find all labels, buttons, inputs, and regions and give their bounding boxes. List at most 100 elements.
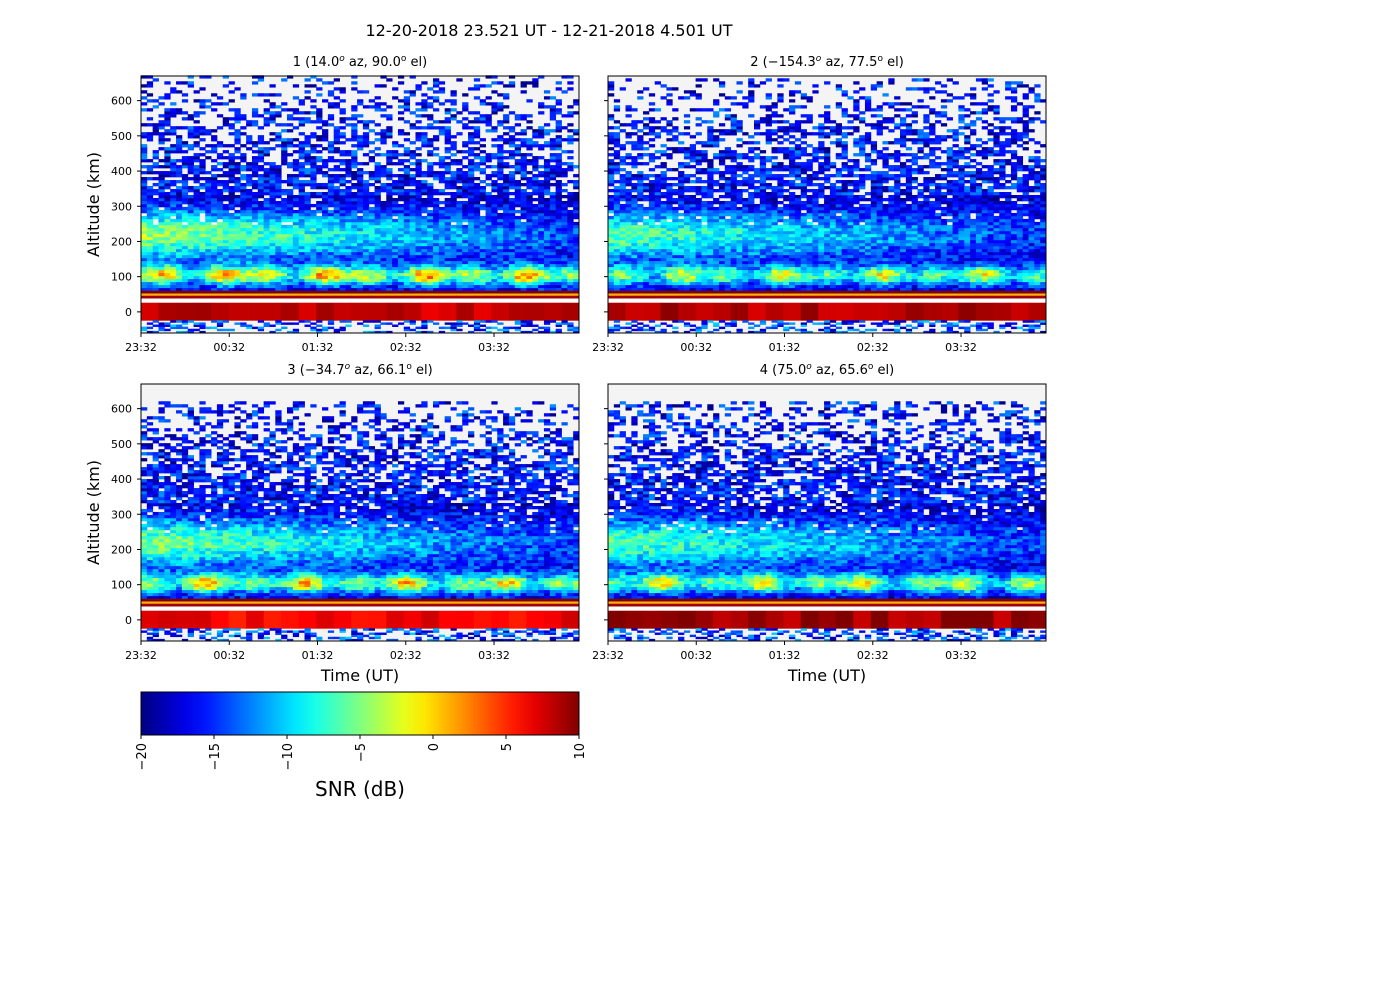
heatmap-cell <box>1034 260 1041 265</box>
heatmap-cell <box>316 126 323 130</box>
heatmap-cell <box>549 233 557 238</box>
ground-band-cell <box>333 290 352 294</box>
heatmap-cell <box>561 239 568 244</box>
heatmap-cell <box>462 257 469 262</box>
heatmap-cell <box>526 251 533 256</box>
heatmap-cell <box>333 180 340 184</box>
heatmap-cell <box>491 102 498 106</box>
heatmap-cell <box>497 177 504 181</box>
heatmap-cell <box>503 194 510 199</box>
heatmap-cell <box>765 266 772 271</box>
heatmap-cell <box>491 81 498 85</box>
heatmap-cell <box>263 224 270 229</box>
heatmap-cell <box>462 233 469 238</box>
heatmap-cell <box>835 272 842 277</box>
heatmap-cell <box>170 206 177 211</box>
heatmap-cell <box>573 174 580 178</box>
heatmap-cell <box>397 174 405 178</box>
heatmap-cell <box>222 156 229 160</box>
ground-band-cell <box>158 302 177 321</box>
heatmap-cell <box>234 212 241 217</box>
heatmap-cell <box>263 233 270 238</box>
heatmap-cell <box>292 212 300 217</box>
heatmap-cell <box>146 215 154 220</box>
heatmap-cell <box>503 197 510 202</box>
heatmap-cell <box>864 269 872 274</box>
heatmap-cell <box>462 269 469 274</box>
heatmap-cell <box>450 102 457 106</box>
heatmap-cell <box>228 117 235 121</box>
heatmap-cell <box>176 144 183 148</box>
heatmap-cell <box>216 192 224 196</box>
heatmap-cell <box>193 135 200 139</box>
heatmap-cell <box>275 245 282 250</box>
heatmap-cell <box>146 260 154 265</box>
heatmap-cell <box>433 81 440 85</box>
heatmap-cell <box>538 278 545 283</box>
heatmap-cell <box>421 206 428 211</box>
heatmap-cell <box>538 135 545 139</box>
heatmap-cell <box>246 141 253 145</box>
heatmap-cell <box>164 248 171 253</box>
heatmap-cell <box>508 245 516 250</box>
heatmap-cell <box>1016 281 1024 286</box>
heatmap-cell <box>543 236 551 241</box>
heatmap-cell <box>339 236 346 241</box>
heatmap-cell <box>800 269 807 274</box>
heatmap-cell <box>573 221 580 226</box>
heatmap-cell <box>397 117 405 121</box>
ground-band-cell <box>281 290 300 294</box>
heatmap-cell <box>718 263 726 268</box>
heatmap-cell <box>462 144 469 148</box>
heatmap-cell <box>304 227 311 232</box>
heatmap-cell <box>555 322 562 325</box>
heatmap-cell <box>345 180 352 184</box>
heatmap-cell <box>456 192 463 196</box>
heatmap-cell <box>327 263 335 268</box>
heatmap-cell <box>736 278 743 283</box>
heatmap-cell <box>438 90 446 94</box>
heatmap-cell <box>794 263 802 268</box>
heatmap-cell <box>789 263 796 268</box>
heatmap-cell <box>421 230 428 235</box>
heatmap-cell <box>397 269 405 274</box>
heatmap-cell <box>397 266 405 271</box>
heatmap-cell <box>444 162 451 166</box>
heatmap-cell <box>736 272 743 277</box>
heatmap-cell <box>304 263 311 268</box>
heatmap-cell <box>362 257 370 262</box>
heatmap-cell <box>526 120 533 124</box>
heatmap-cell <box>380 153 387 157</box>
heatmap-cell <box>234 203 241 208</box>
heatmap-cell <box>380 224 387 229</box>
heatmap-cell <box>427 242 434 247</box>
heatmap-cell <box>403 168 411 172</box>
heatmap-cell <box>298 150 305 154</box>
heatmap-cell <box>322 171 329 175</box>
heatmap-cell <box>748 278 755 283</box>
heatmap-cell <box>368 278 375 283</box>
heatmap-cell <box>433 242 440 247</box>
heatmap-cell <box>403 239 411 244</box>
heatmap-cell <box>637 263 644 268</box>
heatmap-cell <box>304 245 311 250</box>
heatmap-cell <box>158 328 165 332</box>
heatmap-cell <box>532 227 539 232</box>
heatmap-cell <box>981 260 988 265</box>
heatmap-cell <box>450 239 457 244</box>
heatmap-cell <box>444 186 451 190</box>
heatmap-cell <box>339 159 346 163</box>
heatmap-cell <box>812 266 819 271</box>
heatmap-cell <box>485 224 492 229</box>
heatmap-cell <box>234 230 241 235</box>
heatmap-cell <box>374 266 381 271</box>
heatmap-cell <box>158 114 165 118</box>
heatmap-cell <box>141 326 148 330</box>
heatmap-cell <box>351 263 358 268</box>
heatmap-cell <box>497 159 504 163</box>
heatmap-cell <box>357 192 364 196</box>
heatmap-cell <box>368 233 375 238</box>
heatmap-cell <box>637 284 644 289</box>
heatmap-cell <box>228 230 235 235</box>
heatmap-cell <box>234 254 241 259</box>
